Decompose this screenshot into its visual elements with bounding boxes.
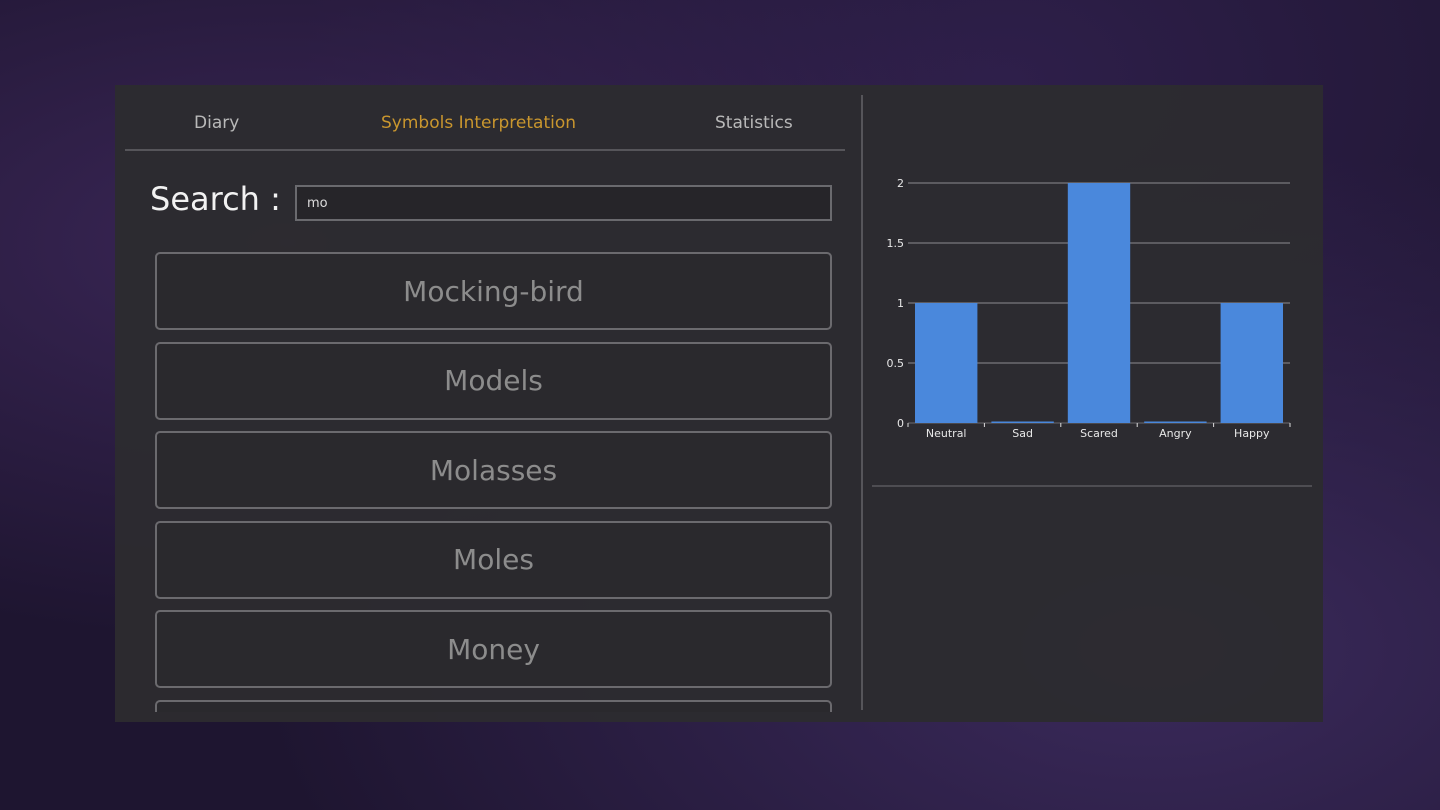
- vertical-divider: [861, 95, 863, 710]
- y-tick-label: 0.5: [887, 357, 905, 370]
- x-tick-label: Neutral: [926, 427, 967, 440]
- emotion-bar-chart: 0 0.5 1 1.5 2 Neutral Sad Scared Angry Happy: [887, 177, 1291, 440]
- bar-scared: [1067, 183, 1131, 423]
- x-tick-label: Sad: [1012, 427, 1033, 440]
- x-tick-label: Happy: [1234, 427, 1270, 440]
- x-tick-label: Angry: [1159, 427, 1192, 440]
- y-tick-label: 1.5: [887, 237, 905, 250]
- tab-statistics[interactable]: Statistics: [715, 113, 793, 133]
- bar-happy: [1220, 303, 1283, 423]
- list-item[interactable]: Money: [155, 610, 832, 688]
- y-tick-label: 0: [897, 417, 904, 430]
- results-list[interactable]: Mocking-bird Models Molasses Moles Money: [155, 252, 832, 712]
- list-item[interactable]: Molasses: [155, 431, 832, 509]
- tab-symbols-interpretation[interactable]: Symbols Interpretation: [381, 113, 577, 133]
- horizontal-divider: [872, 485, 1312, 487]
- tab-bar: Diary Symbols Interpretation Statistics: [125, 85, 845, 151]
- list-item[interactable]: Moles: [155, 520, 832, 599]
- search-label: Search :: [150, 180, 281, 218]
- search-input[interactable]: [295, 185, 832, 221]
- y-tick-label: 1: [897, 297, 904, 310]
- list-item[interactable]: Models: [155, 341, 832, 420]
- list-item[interactable]: [155, 699, 832, 712]
- bar-angry: [1144, 421, 1207, 423]
- bar-sad: [991, 421, 1054, 423]
- bar-neutral: [915, 303, 978, 423]
- x-tick-label: Scared: [1080, 427, 1118, 440]
- app-panel: Diary Symbols Interpretation Statistics …: [115, 85, 1323, 722]
- list-item[interactable]: Mocking-bird: [155, 252, 832, 330]
- y-tick-label: 2: [897, 177, 904, 190]
- tab-diary[interactable]: Diary: [194, 113, 240, 133]
